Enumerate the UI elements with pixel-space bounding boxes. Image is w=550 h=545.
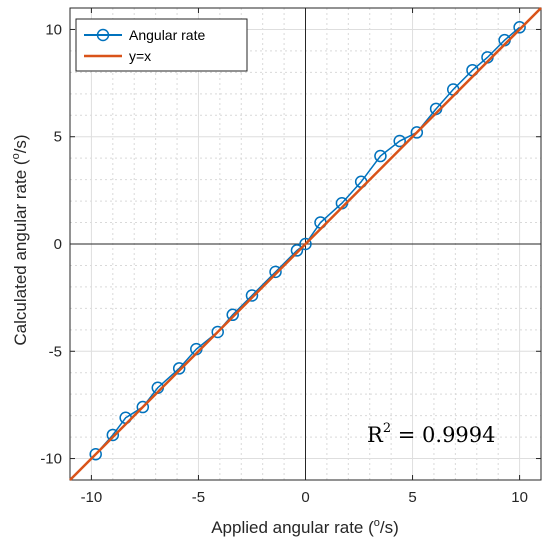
y-tick-label: 5 xyxy=(54,129,62,146)
x-tick-label: -10 xyxy=(81,489,103,506)
y-tick-label: -5 xyxy=(49,343,62,360)
x-tick-label: 5 xyxy=(408,489,416,506)
y-tick-label: 0 xyxy=(54,236,62,253)
data-point-angular-rate xyxy=(136,400,150,414)
x-tick-label: 0 xyxy=(301,489,309,506)
legend-box xyxy=(75,18,248,72)
data-point-angular-rate xyxy=(245,289,259,302)
x-tick-label: -5 xyxy=(192,489,205,506)
y-tick-label: 10 xyxy=(45,21,62,38)
data-point-angular-rate xyxy=(299,237,312,251)
data-point-angular-rate xyxy=(211,325,224,339)
axes-box xyxy=(69,7,542,481)
plot-series xyxy=(69,7,542,481)
tick-labels: -10 -5 0 5 10 -10 -5 0 5 10 xyxy=(40,21,528,506)
legend-label-y-equals-x: y=x xyxy=(129,48,151,64)
legend: Angular rate y=x xyxy=(75,18,248,72)
data-point-angular-rate xyxy=(513,21,526,34)
data-point-angular-rate xyxy=(172,362,186,375)
y-tick-label: -10 xyxy=(40,451,62,468)
data-point-angular-rate xyxy=(226,308,239,322)
x-tick-label: 10 xyxy=(511,489,528,506)
data-point-angular-rate xyxy=(106,428,120,442)
data-point-angular-rate xyxy=(374,149,387,163)
data-point-angular-rate xyxy=(89,448,102,461)
data-point-angular-rate xyxy=(410,126,424,139)
y-axis-label: Calculated angular rate (o/s) xyxy=(10,134,30,345)
data-point-angular-rate xyxy=(393,134,406,148)
x-axis-label: Applied angular rate (o/s) xyxy=(211,517,399,537)
r-squared-annotation: R2 = 0.9994 xyxy=(367,421,496,447)
data-point-angular-rate xyxy=(269,265,282,279)
series-line-y-equals-x xyxy=(69,7,542,481)
legend-marker-angular-rate xyxy=(96,28,110,42)
data-point-angular-rate xyxy=(290,244,304,257)
legend-label-angular-rate: Angular rate xyxy=(129,27,205,43)
